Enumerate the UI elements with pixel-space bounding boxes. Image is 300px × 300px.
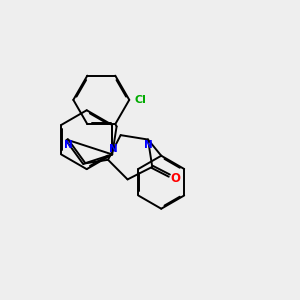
Text: N: N [144, 140, 153, 150]
Text: O: O [170, 172, 180, 185]
Text: N: N [109, 144, 118, 154]
Text: Cl: Cl [134, 95, 146, 105]
Text: N: N [64, 140, 73, 150]
